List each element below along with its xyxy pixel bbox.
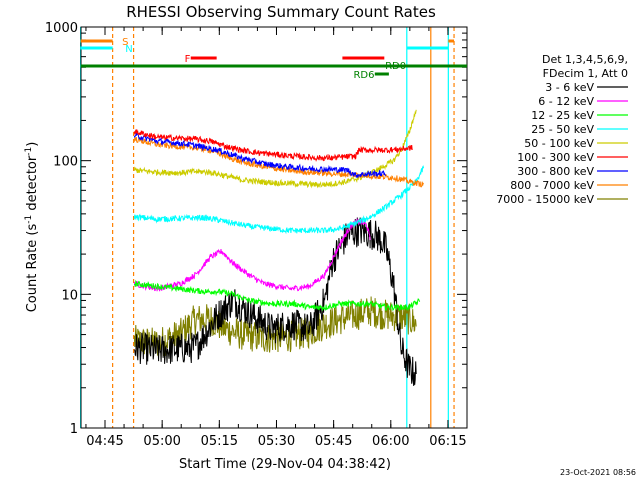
series-layer [133, 109, 425, 386]
legend-label: 25 - 50 keV [531, 123, 594, 136]
chart-title: RHESSI Observing Summary Count Rates [126, 3, 436, 21]
legend-header-line1: Det 1,3,4,5,6,9, [542, 53, 628, 66]
series-line [133, 279, 421, 312]
flag-label: RD0 [385, 61, 406, 72]
flag-label: N [125, 44, 132, 55]
y-axis-label-part1: Count Rate (s [25, 224, 40, 313]
series-line [133, 132, 386, 179]
y-tick-label: 1000 [45, 21, 78, 36]
legend-label: 7000 - 15000 keV [496, 193, 594, 206]
y-axis-label-part3: ) [25, 142, 40, 147]
series-line [133, 129, 413, 162]
series-line [133, 165, 425, 235]
legend-label: 300 - 800 keV [517, 165, 594, 178]
x-tick-label: 05:45 [315, 434, 352, 449]
y-axis-label: Count Rate (s-1 detector-1) [24, 142, 40, 313]
y-axis-label-exp2: -1 [24, 147, 34, 156]
flag-label: RD6 [353, 70, 374, 81]
x-tick-label: 04:45 [86, 434, 123, 449]
y-tick-label: 1 [70, 422, 78, 437]
x-tick-label: 05:00 [143, 434, 180, 449]
series-line [133, 296, 417, 357]
plot-frame [80, 26, 468, 429]
legend-label: 12 - 25 keV [531, 109, 594, 122]
flag-layer: SN F RD0 RD6 [80, 37, 467, 81]
flag-label: F [185, 54, 191, 65]
timestamp: 23-Oct-2021 08:56 [560, 468, 636, 477]
legend-label: 100 - 300 keV [517, 151, 594, 164]
legend-label: 6 - 12 keV [538, 95, 594, 108]
y-tick-label: 10 [61, 288, 78, 303]
y-axis-label-part2: detector [25, 155, 40, 215]
x-axis-label: Start Time (29-Nov-04 04:38:42) [179, 457, 391, 472]
legend-label: 50 - 100 keV [524, 137, 594, 150]
series-line [133, 217, 417, 386]
tick-labels: 04:45 05:00 05:15 05:30 05:45 06:00 06:15 1 10 10… [45, 21, 467, 449]
legend-header-line2: FDecim 1, Att 0 [543, 67, 628, 80]
legend-label: 800 - 7000 keV [510, 179, 594, 192]
y-axis-label-exp1: -1 [24, 215, 34, 224]
legend-label: 3 - 6 keV [545, 81, 594, 94]
y-tick-label: 100 [53, 155, 78, 170]
x-tick-label: 06:00 [372, 434, 409, 449]
flag-label: S [122, 37, 128, 48]
x-tick-label: 05:15 [201, 434, 238, 449]
x-tick-label: 05:30 [258, 434, 295, 449]
x-tick-label: 06:15 [429, 434, 466, 449]
series-line [133, 136, 424, 188]
series-line [133, 217, 371, 292]
